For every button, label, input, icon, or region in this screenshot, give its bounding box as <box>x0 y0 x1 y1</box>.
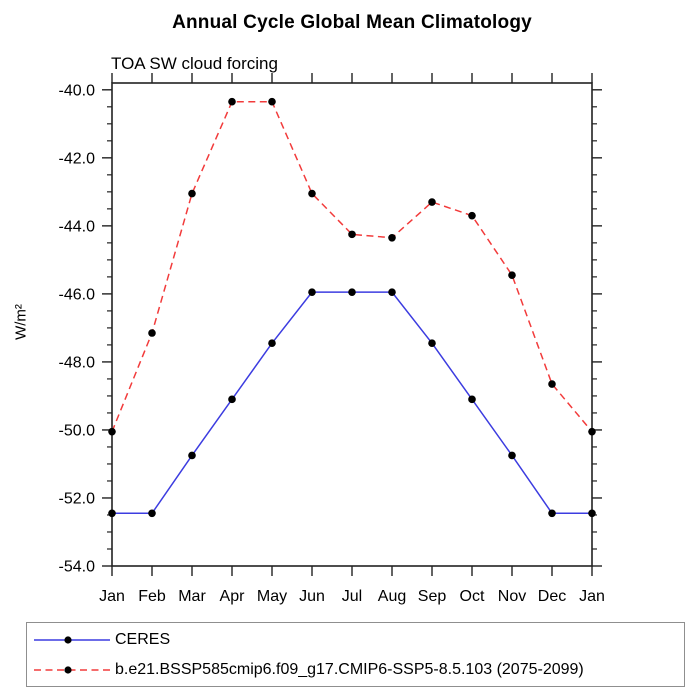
data-point-marker <box>108 427 116 436</box>
data-point-marker <box>148 329 156 337</box>
data-point-marker <box>188 451 196 460</box>
data-point-marker <box>588 427 596 436</box>
data-point-marker <box>308 288 316 296</box>
y-axis-tick-label: -44.0 <box>59 218 96 235</box>
data-point-marker <box>508 271 516 279</box>
data-point-marker <box>268 97 276 106</box>
legend-sample-marker <box>64 635 72 644</box>
x-axis-month-label: Feb <box>138 588 166 605</box>
data-point-marker <box>188 189 196 198</box>
x-axis-month-label: Jan <box>99 588 125 605</box>
y-axis-title: W/m² <box>12 304 30 340</box>
data-point-marker <box>508 451 516 460</box>
x-axis-month-label: Jun <box>299 588 325 605</box>
legend-sample-marker <box>64 665 72 674</box>
data-point-marker <box>388 288 396 296</box>
legend-item-model: b.e21.BSSP585cmip6.f09_g17.CMIP6-SSP5-8.… <box>32 655 684 685</box>
data-point-marker <box>228 97 236 106</box>
y-axis-tick-label: -54.0 <box>59 559 96 576</box>
x-axis-month-label: Nov <box>498 588 526 605</box>
y-axis-tick-label: -46.0 <box>59 286 96 303</box>
plot-box <box>111 82 593 567</box>
data-point-marker <box>468 395 476 404</box>
data-point-marker <box>148 509 156 518</box>
legend-line-sample-ceres <box>34 635 110 644</box>
chart-subtitle: TOA SW cloud forcing <box>111 54 278 73</box>
y-axis-tick-label: -52.0 <box>59 490 96 507</box>
data-point-marker <box>388 233 396 242</box>
y-axis-tick-label: -40.0 <box>59 82 96 99</box>
x-axis-month-label: Jul <box>342 588 362 605</box>
x-axis-month-label: Oct <box>460 588 485 605</box>
legend-line-sample-model <box>34 665 110 674</box>
data-point-marker <box>468 211 476 220</box>
y-axis-tick-label: -50.0 <box>59 422 96 439</box>
chart-title: Annual Cycle Global Mean Climatology <box>172 12 532 33</box>
legend-item-ceres: CERES <box>32 625 684 655</box>
x-axis-month-label: Mar <box>178 588 206 605</box>
data-point-marker <box>428 339 436 348</box>
x-axis-month-label: Apr <box>220 588 246 605</box>
data-point-marker <box>108 509 116 518</box>
data-point-marker <box>588 509 596 518</box>
series-line-model <box>111 100 593 433</box>
data-point-marker <box>348 230 356 239</box>
y-axis-tick-label: -42.0 <box>59 150 96 167</box>
data-point-marker <box>268 339 276 348</box>
legend-label-ceres: CERES <box>115 630 171 648</box>
legend-box: CERES b.e21.BSSP585cmip6.f09_g17.CMIP6-S… <box>26 622 685 687</box>
data-point-marker <box>348 288 356 296</box>
data-point-marker <box>428 198 436 206</box>
x-axis-month-label: May <box>257 588 287 605</box>
legend-label-model: b.e21.BSSP585cmip6.f09_g17.CMIP6-SSP5-8.… <box>115 660 584 678</box>
data-point-marker <box>548 380 556 388</box>
x-axis-month-label: Dec <box>538 588 566 605</box>
x-axis-month-label: Aug <box>378 588 406 605</box>
series-line-ceres <box>112 291 592 515</box>
data-point-marker <box>228 395 236 404</box>
x-axis-month-label: Jan <box>579 588 605 605</box>
y-axis-tick-label: -48.0 <box>59 354 96 371</box>
data-point-marker <box>548 509 556 518</box>
x-axis-month-label: Sep <box>418 588 447 605</box>
data-point-marker <box>308 189 316 198</box>
